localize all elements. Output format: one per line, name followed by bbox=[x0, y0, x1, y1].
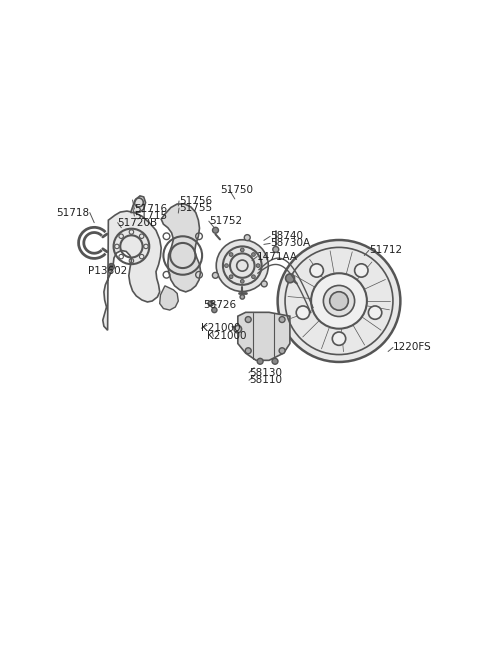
Text: 51712: 51712 bbox=[369, 245, 402, 255]
Ellipse shape bbox=[261, 281, 267, 287]
Ellipse shape bbox=[286, 274, 295, 283]
Polygon shape bbox=[160, 286, 178, 310]
Ellipse shape bbox=[252, 253, 255, 256]
Ellipse shape bbox=[229, 253, 233, 256]
Ellipse shape bbox=[332, 332, 346, 345]
Text: K21000: K21000 bbox=[207, 331, 246, 341]
Text: 51720B: 51720B bbox=[118, 218, 158, 228]
Ellipse shape bbox=[256, 264, 260, 268]
Text: 51716: 51716 bbox=[134, 204, 168, 214]
Ellipse shape bbox=[279, 348, 285, 354]
Text: K21000: K21000 bbox=[202, 323, 241, 333]
Ellipse shape bbox=[110, 265, 113, 268]
Text: 51715: 51715 bbox=[134, 211, 168, 221]
Ellipse shape bbox=[330, 292, 348, 310]
Ellipse shape bbox=[244, 235, 250, 241]
Ellipse shape bbox=[240, 295, 244, 299]
Text: 51752: 51752 bbox=[209, 216, 242, 226]
Polygon shape bbox=[238, 312, 290, 360]
Text: 58110: 58110 bbox=[249, 375, 282, 385]
Ellipse shape bbox=[368, 306, 382, 319]
Ellipse shape bbox=[212, 272, 218, 278]
Text: 58726: 58726 bbox=[203, 300, 236, 310]
Text: 51718: 51718 bbox=[57, 207, 90, 218]
Ellipse shape bbox=[277, 240, 400, 362]
Ellipse shape bbox=[355, 264, 368, 277]
Ellipse shape bbox=[108, 264, 114, 270]
Ellipse shape bbox=[311, 274, 367, 329]
Text: 1220FS: 1220FS bbox=[393, 342, 432, 352]
Text: 58130: 58130 bbox=[249, 368, 282, 378]
Ellipse shape bbox=[296, 306, 310, 319]
Text: 1471AA: 1471AA bbox=[257, 251, 298, 262]
Polygon shape bbox=[131, 196, 145, 213]
Ellipse shape bbox=[273, 247, 279, 253]
Ellipse shape bbox=[245, 348, 251, 354]
Ellipse shape bbox=[324, 285, 355, 316]
Text: 51756: 51756 bbox=[179, 196, 212, 206]
Ellipse shape bbox=[272, 358, 278, 364]
Polygon shape bbox=[161, 204, 201, 292]
Ellipse shape bbox=[212, 308, 217, 313]
Text: 58730A: 58730A bbox=[270, 238, 310, 249]
Ellipse shape bbox=[240, 279, 244, 283]
Ellipse shape bbox=[252, 275, 255, 279]
Text: 58740: 58740 bbox=[270, 232, 303, 241]
Text: 51755: 51755 bbox=[179, 203, 212, 213]
Ellipse shape bbox=[229, 275, 233, 279]
Text: P13602: P13602 bbox=[88, 266, 127, 276]
Ellipse shape bbox=[257, 358, 263, 364]
Text: 51750: 51750 bbox=[220, 185, 253, 195]
Ellipse shape bbox=[213, 227, 218, 234]
Ellipse shape bbox=[225, 264, 228, 268]
Ellipse shape bbox=[310, 264, 324, 277]
Ellipse shape bbox=[208, 301, 213, 306]
Polygon shape bbox=[103, 211, 161, 330]
Ellipse shape bbox=[216, 239, 268, 291]
Ellipse shape bbox=[240, 248, 244, 252]
Ellipse shape bbox=[245, 317, 251, 323]
Ellipse shape bbox=[279, 317, 285, 323]
Ellipse shape bbox=[234, 325, 241, 333]
